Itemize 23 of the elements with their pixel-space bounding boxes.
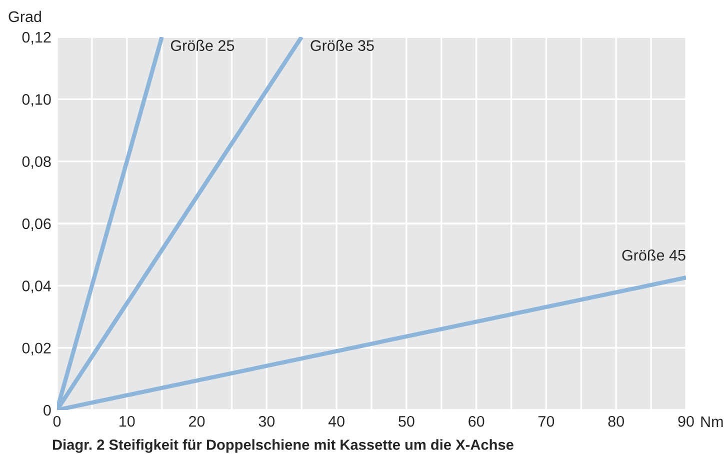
y-tick-label: 0,04 bbox=[22, 280, 51, 294]
x-tick-label: 90 bbox=[678, 416, 694, 427]
annotation: Größe 45 bbox=[622, 249, 686, 261]
x-tick-label: 60 bbox=[468, 416, 484, 427]
y-tick-label: 0,02 bbox=[22, 342, 51, 356]
x-tick-label: 10 bbox=[120, 416, 135, 427]
y-tick-label: 0,12 bbox=[22, 32, 51, 44]
x-tick-label: 50 bbox=[398, 416, 414, 427]
y-tick-label: 0 bbox=[44, 404, 51, 416]
text: Diagr. 2 Steifigkeit für Doppelschiene mit Kassette um die X-Achse bbox=[52, 439, 514, 453]
y-tick-label: 0,06 bbox=[22, 218, 51, 231]
annotation: Größe 25 bbox=[170, 40, 234, 51]
x-tick-label: 20 bbox=[189, 416, 205, 427]
x-axis-title: Nm bbox=[701, 416, 723, 427]
x-tick-label: 30 bbox=[258, 416, 275, 427]
x-tick-label: 40 bbox=[328, 416, 344, 427]
x-tick-label: 80 bbox=[608, 416, 624, 427]
annotation: Größe 35 bbox=[310, 40, 374, 51]
y-axis-title: Grad bbox=[8, 10, 41, 22]
x-tick-label: 0 bbox=[53, 416, 61, 427]
y-tick-label: 0,10 bbox=[22, 94, 51, 107]
y-tick-label: 0,08 bbox=[22, 156, 51, 169]
x-tick-label: 70 bbox=[538, 416, 554, 427]
